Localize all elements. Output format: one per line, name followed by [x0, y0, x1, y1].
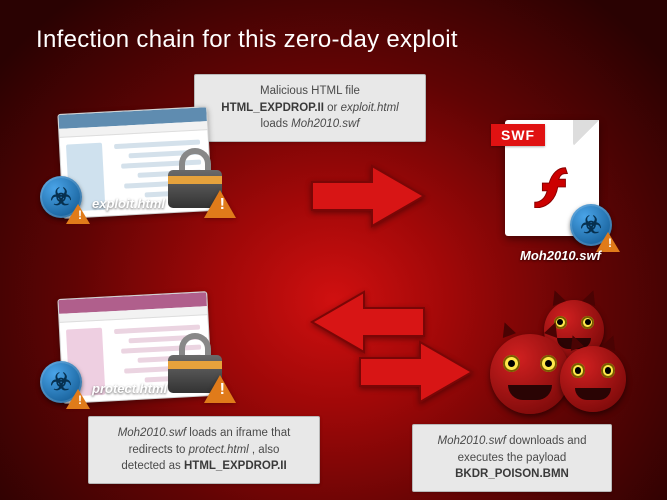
- text: or: [327, 102, 340, 114]
- text: loads: [260, 118, 291, 130]
- flash-icon: [529, 162, 575, 208]
- text: executes the payload: [458, 452, 567, 464]
- caption-step3: Moh2010.swf loads an iframe that redirec…: [88, 416, 320, 484]
- text-ital: Moh2010.swf: [438, 435, 506, 447]
- arrow-right-2: [356, 336, 476, 408]
- label-protect-html: protect.html: [92, 381, 167, 396]
- biohazard-icon: !: [570, 204, 612, 246]
- label-exploit-html: exploit.html: [92, 196, 165, 211]
- biohazard-icon: !: [40, 361, 82, 403]
- text: detected as: [121, 460, 184, 472]
- text-bold: HTML_EXPDROP.II: [184, 460, 287, 472]
- swf-tag: SWF: [491, 124, 545, 146]
- text-ital: Moh2010.swf: [291, 118, 359, 130]
- text: downloads and: [509, 435, 586, 447]
- padlock-icon: !: [168, 333, 222, 393]
- text-bold: HTML_EXPDROP.II: [221, 102, 324, 114]
- biohazard-icon: !: [40, 176, 82, 218]
- text: Malicious HTML file: [260, 85, 360, 97]
- text-ital: Moh2010.swf: [118, 427, 186, 439]
- arrow-right-1: [308, 160, 428, 232]
- text-bold: BKDR_POISON.BMN: [455, 468, 569, 480]
- caption-step4: Moh2010.swf downloads and executes the p…: [412, 424, 612, 492]
- padlock-icon: !: [168, 148, 222, 208]
- text: loads an iframe that: [189, 427, 290, 439]
- caption-step1: Malicious HTML file HTML_EXPDROP.II or e…: [194, 74, 426, 142]
- text-ital: protect.html: [189, 444, 249, 456]
- text: , also: [252, 444, 280, 456]
- node-payload: [490, 300, 640, 420]
- label-moh-swf: Moh2010.swf: [520, 248, 601, 263]
- text: redirects to: [129, 444, 189, 456]
- text-ital: exploit.html: [341, 102, 399, 114]
- page-title: Infection chain for this zero-day exploi…: [36, 26, 458, 54]
